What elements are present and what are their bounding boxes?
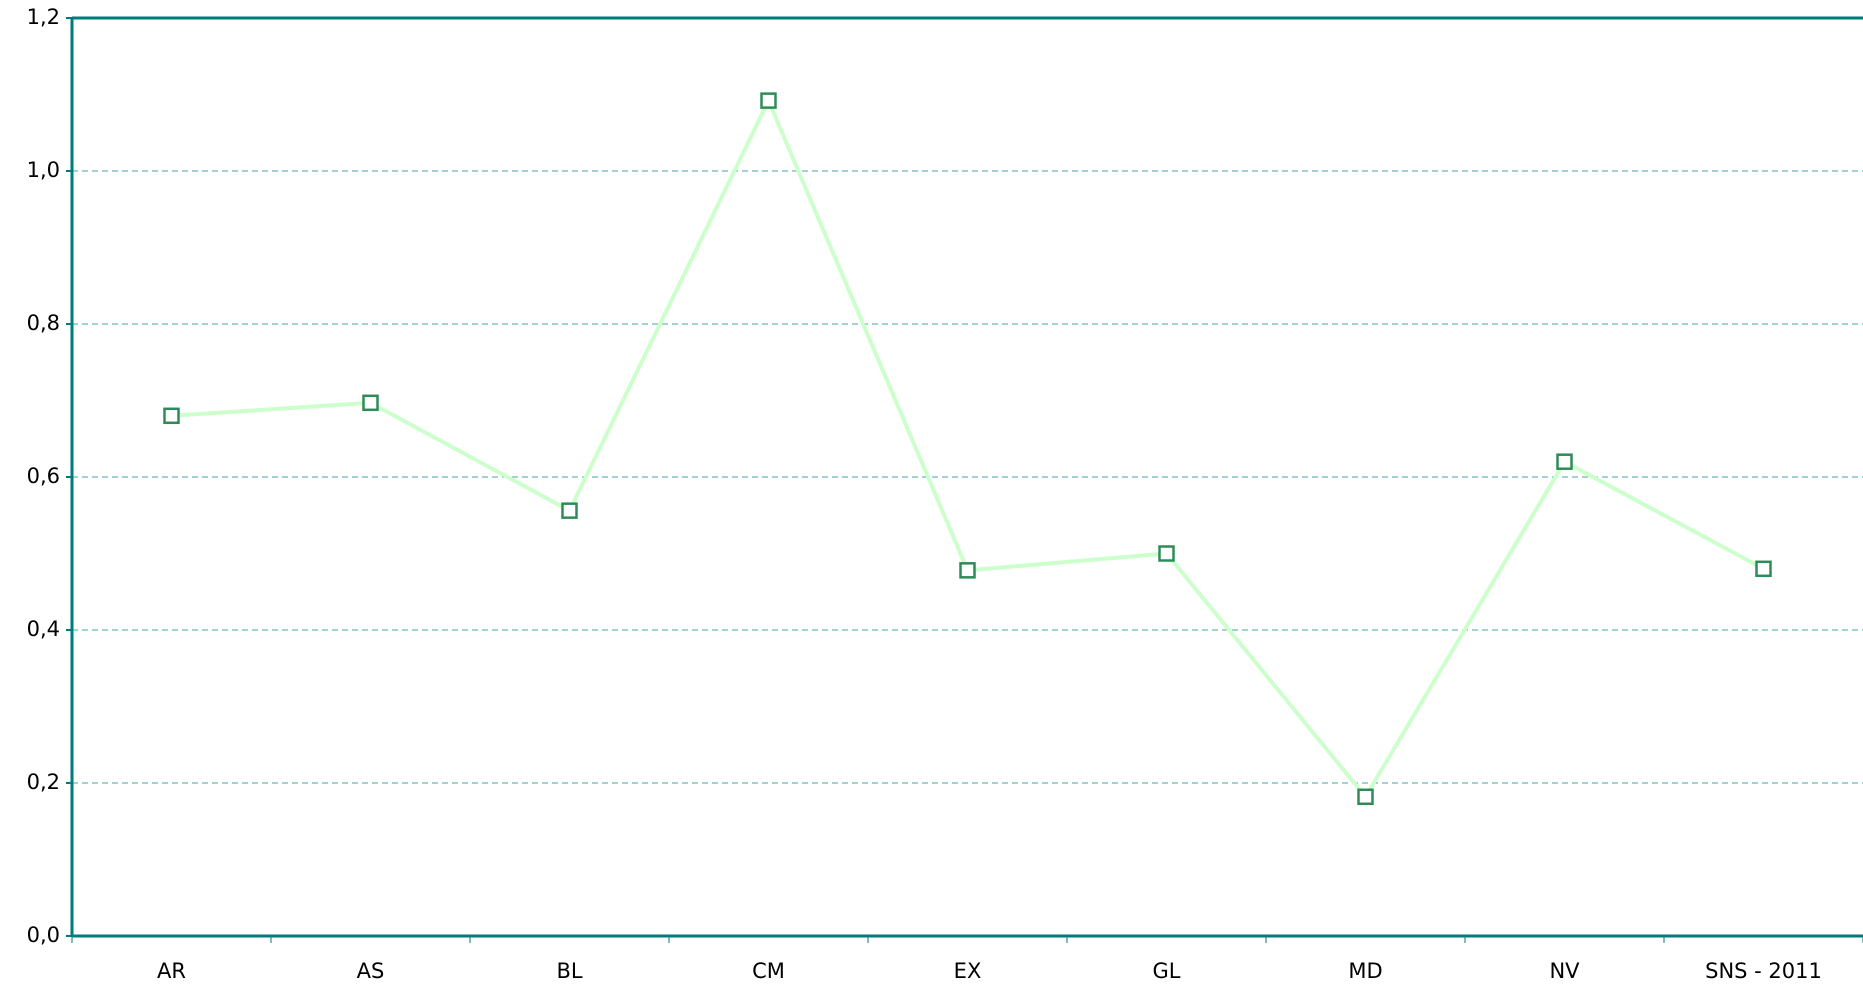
y-tick-label: 0,8 — [27, 311, 60, 335]
x-tick-label: GL — [1153, 959, 1181, 983]
x-tick-label: NV — [1549, 959, 1580, 983]
x-tick-label: BL — [556, 959, 582, 983]
x-tick-label: SNS - 2011 — [1705, 959, 1822, 983]
marker — [1556, 453, 1573, 470]
y-tick-label: 0,0 — [27, 923, 60, 947]
x-tick-label: AR — [157, 959, 186, 983]
line — [171, 95, 1765, 801]
marker — [163, 407, 180, 425]
y-tick-label: 1,0 — [27, 158, 60, 182]
marker — [1158, 545, 1175, 562]
x-tick-label: CM — [752, 959, 785, 983]
marker — [959, 562, 976, 579]
y-tick-label: 0,6 — [27, 464, 60, 488]
y-tick-label: 0,4 — [27, 617, 60, 641]
marker — [1755, 560, 1772, 578]
marker — [760, 92, 777, 109]
marker — [1357, 788, 1374, 806]
x-tick-label: EX — [954, 959, 982, 983]
marker — [561, 502, 578, 519]
x-tick-label: AS — [357, 959, 385, 983]
marker — [362, 394, 379, 412]
x-tick-label: MD — [1348, 959, 1382, 983]
y-tick-label: 0,2 — [27, 770, 60, 794]
y-tick-label: 1,2 — [27, 5, 60, 29]
